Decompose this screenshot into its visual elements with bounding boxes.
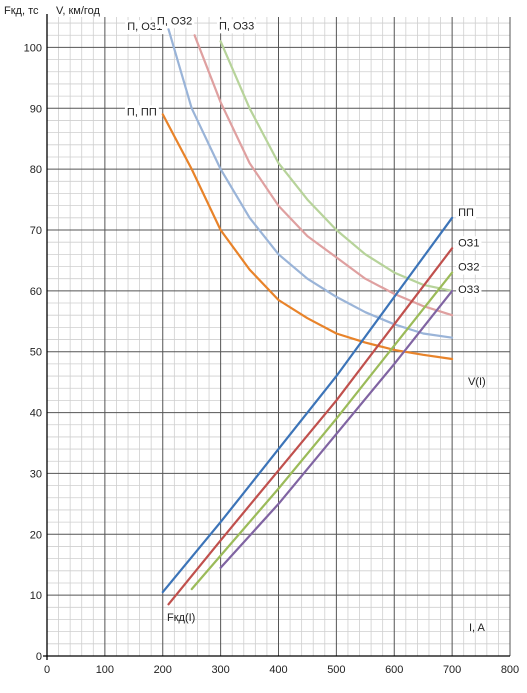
minor-grid <box>47 17 510 656</box>
curve-label: П, ОЗ3 <box>219 20 254 32</box>
series-line-6 <box>190 271 454 591</box>
series-line-2 <box>193 34 454 317</box>
series-line-5 <box>167 247 454 606</box>
y-tick-label: 50 <box>30 347 42 359</box>
curve-label-bg <box>456 282 482 297</box>
curve-label-bg <box>154 14 195 29</box>
series-line-4 <box>161 216 454 594</box>
series-lines <box>161 28 454 606</box>
curve-label: ПП <box>458 207 474 219</box>
y-tick-label: 90 <box>30 103 42 115</box>
curve-label-bg <box>456 260 482 275</box>
curve-label: П, ОЗ2 <box>157 15 192 27</box>
curve-label-bg <box>125 20 165 35</box>
y-tick-label: 40 <box>30 408 42 420</box>
y-tick-label: 30 <box>30 468 42 480</box>
y-tick-label: 70 <box>30 225 42 237</box>
curve-label: ОЗ3 <box>458 284 479 296</box>
series-line-3 <box>219 40 454 292</box>
y-tick-label: 20 <box>30 529 42 541</box>
x-tick-label: 200 <box>154 664 172 676</box>
x-tick-label: 600 <box>385 664 403 676</box>
curve-label: ОЗ2 <box>458 262 479 274</box>
y-tick-label: 100 <box>24 42 42 54</box>
x-tick-label: 0 <box>44 664 50 676</box>
x-axis-label: I, A <box>469 622 486 634</box>
curve-label-bg <box>216 19 257 34</box>
curve-label: П, ПП <box>127 106 157 118</box>
x-tick-label: 800 <box>501 664 519 676</box>
x-tick-label: 100 <box>96 664 114 676</box>
curve-label-bg <box>456 205 477 220</box>
series-line-7 <box>219 289 454 569</box>
x-tick-label: 700 <box>443 664 461 676</box>
curve-label: ОЗ1 <box>458 237 479 249</box>
x-tick-label: 400 <box>269 664 287 676</box>
curve-label-bg <box>456 236 482 251</box>
annotation-f-curve: Fкд(I) <box>167 612 195 624</box>
y-tick-label: 0 <box>36 651 42 663</box>
x-tick-label: 300 <box>211 664 229 676</box>
y-tick-label: 80 <box>30 164 42 176</box>
y-axis-label-right: V, км/год <box>56 5 101 17</box>
series-line-1 <box>167 28 454 339</box>
y-axis-label-left: Fкд, тс <box>4 5 39 17</box>
tick-labels: 0 100 200 300 400 500 600 700 800 0 10 20 30 40 50 60 70… <box>24 42 520 676</box>
curve-label: П, ОЗ1 <box>127 21 162 33</box>
y-tick-label: 60 <box>30 286 42 298</box>
axes <box>43 14 510 660</box>
curve-label-bg <box>124 105 159 120</box>
y-tick-label: 10 <box>30 590 42 602</box>
annotation-v-curve: V(I) <box>468 376 486 388</box>
x-tick-label: 500 <box>327 664 345 676</box>
